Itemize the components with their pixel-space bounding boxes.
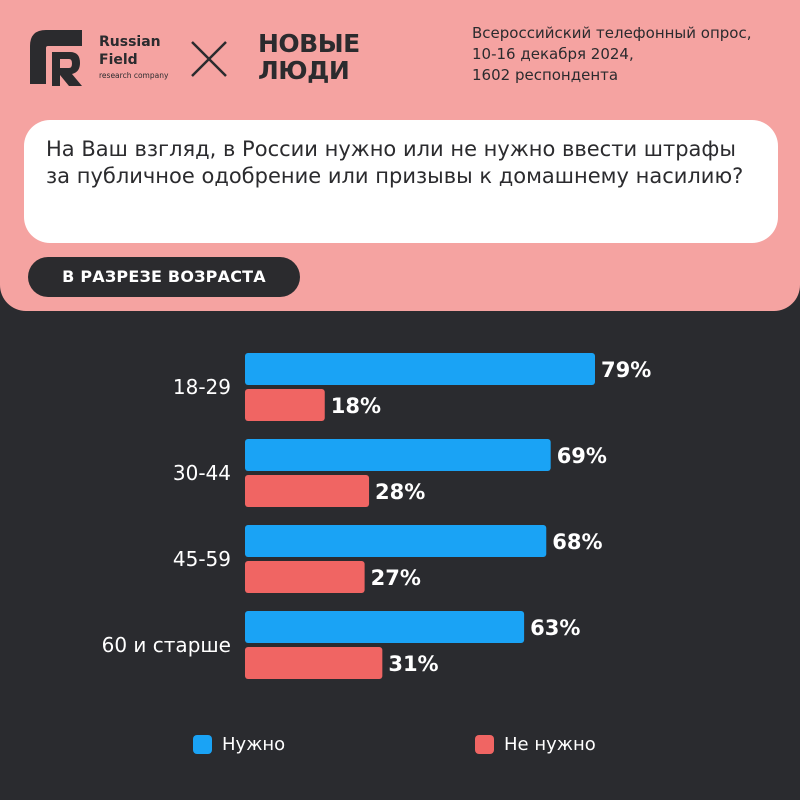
- partner-logo-line1: НОВЫЕ: [258, 29, 360, 58]
- data-label: 31%: [388, 652, 438, 676]
- bar-chart-svg: 18-29 79% 18% 30-44 69% 28% 45-59 68% 27% 60 и ст…: [102, 353, 651, 679]
- brand-text: Russian Field research company: [99, 33, 168, 81]
- legend-item-need: Нужно: [193, 733, 285, 755]
- bar-not-need: [245, 475, 370, 507]
- brand-name-line1: Russian: [99, 34, 161, 50]
- cross-icon: [191, 41, 227, 77]
- brand-name-line2: Field: [99, 52, 138, 68]
- partner-logo-line2: ЛЮДИ: [258, 56, 350, 85]
- data-label: 27%: [371, 566, 421, 590]
- bar-need: [245, 611, 525, 643]
- data-label: 18%: [331, 394, 381, 418]
- bar-need: [245, 439, 551, 471]
- data-label: 63%: [530, 616, 580, 640]
- question-card: На Ваш взгляд, в России нужно или не нуж…: [24, 120, 778, 243]
- legend-label-not-need: Не нужно: [504, 733, 596, 755]
- data-label: 68%: [552, 530, 602, 554]
- survey-info-line: 1602 респондента: [472, 66, 619, 84]
- question-text: На Ваш взгляд, в России нужно или не нуж…: [46, 137, 744, 188]
- russian-field-logo-icon: [30, 30, 82, 86]
- survey-info-line: Всероссийский телефонный опрос,: [472, 24, 752, 42]
- section-badge: В РАЗРЕЗЕ ВОЗРАСТА: [28, 257, 300, 297]
- category-label: 60 и старше: [102, 633, 231, 657]
- data-label: 28%: [375, 480, 425, 504]
- legend-item-not-need: Не нужно: [475, 733, 596, 755]
- legend-swatch-not-need: [475, 734, 494, 754]
- partner-logo: НОВЫЕ ЛЮДИ: [258, 30, 398, 84]
- brand-subtitle: research company: [99, 71, 169, 80]
- data-label: 69%: [557, 444, 607, 468]
- header-panel: Russian Field research company НОВЫЕ ЛЮД…: [0, 0, 800, 311]
- category-label: 18-29: [173, 375, 231, 399]
- legend-label-need: Нужно: [222, 733, 286, 755]
- bar-need: [245, 353, 595, 385]
- bar-not-need: [245, 561, 365, 593]
- survey-info-line: 10-16 декабря 2024,: [472, 45, 634, 63]
- legend-swatch-need: [193, 734, 212, 754]
- bar-not-need: [245, 389, 325, 421]
- category-label: 30-44: [173, 461, 231, 485]
- bar-need: [245, 525, 547, 557]
- bar-not-need: [245, 647, 383, 679]
- data-label: 79%: [601, 358, 651, 382]
- bar-chart: 18-29 79% 18% 30-44 69% 28% 45-59 68% 27% 60 и ст…: [0, 311, 800, 800]
- survey-info: Всероссийский телефонный опрос, 10-16 де…: [472, 23, 792, 86]
- category-label: 45-59: [173, 547, 231, 571]
